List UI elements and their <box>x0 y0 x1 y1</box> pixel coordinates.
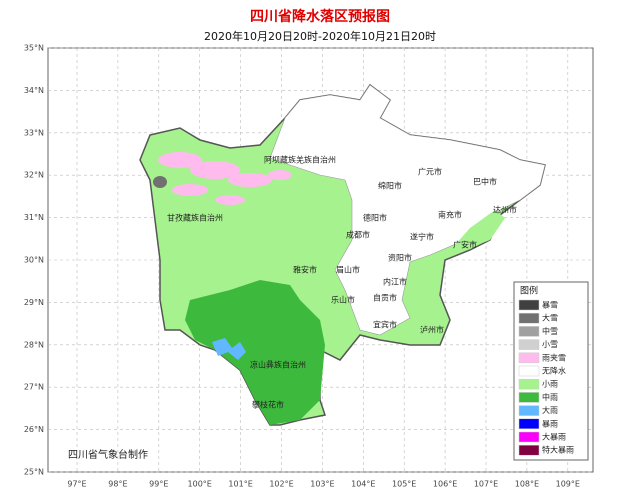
snow-area <box>153 176 167 188</box>
lon-label: 99°E <box>149 480 168 489</box>
legend-swatch <box>518 299 540 311</box>
lat-label: 32°N <box>24 171 44 180</box>
lon-label: 108°E <box>515 480 539 489</box>
lon-label: 107°E <box>474 480 498 489</box>
legend-label: 中雨 <box>542 392 558 402</box>
lon-label: 104°E <box>351 480 375 489</box>
place-label: 乐山市 <box>331 295 355 305</box>
lon-label: 105°E <box>392 480 416 489</box>
heavy-rain-area <box>212 338 246 360</box>
lon-label: 101°E <box>228 480 252 489</box>
place-label: 达州市 <box>493 205 517 215</box>
place-label: 巴中市 <box>473 177 497 187</box>
lat-label: 25°N <box>24 468 44 477</box>
lon-label: 103°E <box>310 480 334 489</box>
sleet-areas <box>158 152 292 205</box>
legend-label: 大雨 <box>542 405 558 415</box>
legend-swatch <box>518 326 540 337</box>
lat-label: 33°N <box>24 128 44 137</box>
lat-label: 30°N <box>24 256 44 265</box>
place-label: 遂宁市 <box>410 232 434 242</box>
place-label: 眉山市 <box>336 265 360 275</box>
legend-swatch <box>518 392 540 403</box>
lat-label: 29°N <box>24 298 44 307</box>
lat-label: 26°N <box>24 425 44 434</box>
legend-swatch <box>518 365 540 377</box>
place-label: 自贡市 <box>373 293 397 303</box>
legend-label: 无降水 <box>542 366 566 376</box>
place-label: 德阳市 <box>363 213 387 223</box>
place-label: 广安市 <box>453 240 477 250</box>
place-label: 甘孜藏族自治州 <box>167 213 223 223</box>
map-subtitle: 2020年10月20日20时-2020年10月21日20时 <box>204 29 436 43</box>
lon-label: 100°E <box>188 480 212 489</box>
place-label: 南充市 <box>438 210 462 220</box>
lat-label: 34°N <box>24 86 44 95</box>
place-label: 阿坝藏族羌族自治州 <box>264 155 336 165</box>
moderate-rain-area <box>185 280 325 425</box>
place-label: 成都市 <box>346 230 370 240</box>
legend-label: 特大暴雨 <box>542 445 574 455</box>
lon-label: 97°E <box>67 480 86 489</box>
legend-swatch <box>518 312 540 324</box>
place-label: 内江市 <box>383 277 407 287</box>
lat-label: 27°N <box>24 383 44 392</box>
legend-swatch <box>518 352 540 364</box>
lat-label: 35°N <box>24 44 44 53</box>
lon-label: 102°E <box>269 480 293 489</box>
legend-swatch <box>518 431 540 443</box>
legend-swatch <box>518 378 540 390</box>
legend-label: 小雨 <box>542 380 558 389</box>
legend-swatch <box>518 405 540 416</box>
place-label: 宜宾市 <box>373 320 397 330</box>
credit: 四川省气象台制作 <box>68 448 148 461</box>
legend-label: 小雪 <box>542 340 558 349</box>
lon-label: 98°E <box>108 480 127 489</box>
lat-label: 31°N <box>24 213 44 222</box>
place-label: 凉山彝族自治州 <box>250 360 306 370</box>
place-label: 资阳市 <box>388 253 412 263</box>
light-rain-east <box>455 210 505 248</box>
legend-label: 雨夹雪 <box>542 352 566 362</box>
place-label: 雅安市 <box>293 265 317 275</box>
lon-label: 109°E <box>556 480 580 489</box>
place-label: 绵阳市 <box>378 181 402 191</box>
place-label: 泸州市 <box>420 325 444 335</box>
legend-label: 大雪 <box>542 313 558 323</box>
lon-label: 106°E <box>433 480 457 489</box>
legend-label: 中雪 <box>542 326 558 336</box>
map-title: 四川省降水落区预报图 <box>250 8 390 25</box>
legend-swatch <box>518 418 540 430</box>
place-label: 广元市 <box>418 167 442 177</box>
legend-label: 暴雪 <box>542 301 558 310</box>
place-label: 攀枝花市 <box>252 400 284 410</box>
province-shapes <box>139 83 546 426</box>
legend-title: 图例 <box>520 285 538 297</box>
legend-swatch <box>518 444 540 456</box>
legend-swatch <box>518 339 540 350</box>
lat-label: 28°N <box>24 340 44 349</box>
legend-label: 暴雨 <box>542 419 558 428</box>
legend-label: 大暴雨 <box>542 432 566 442</box>
